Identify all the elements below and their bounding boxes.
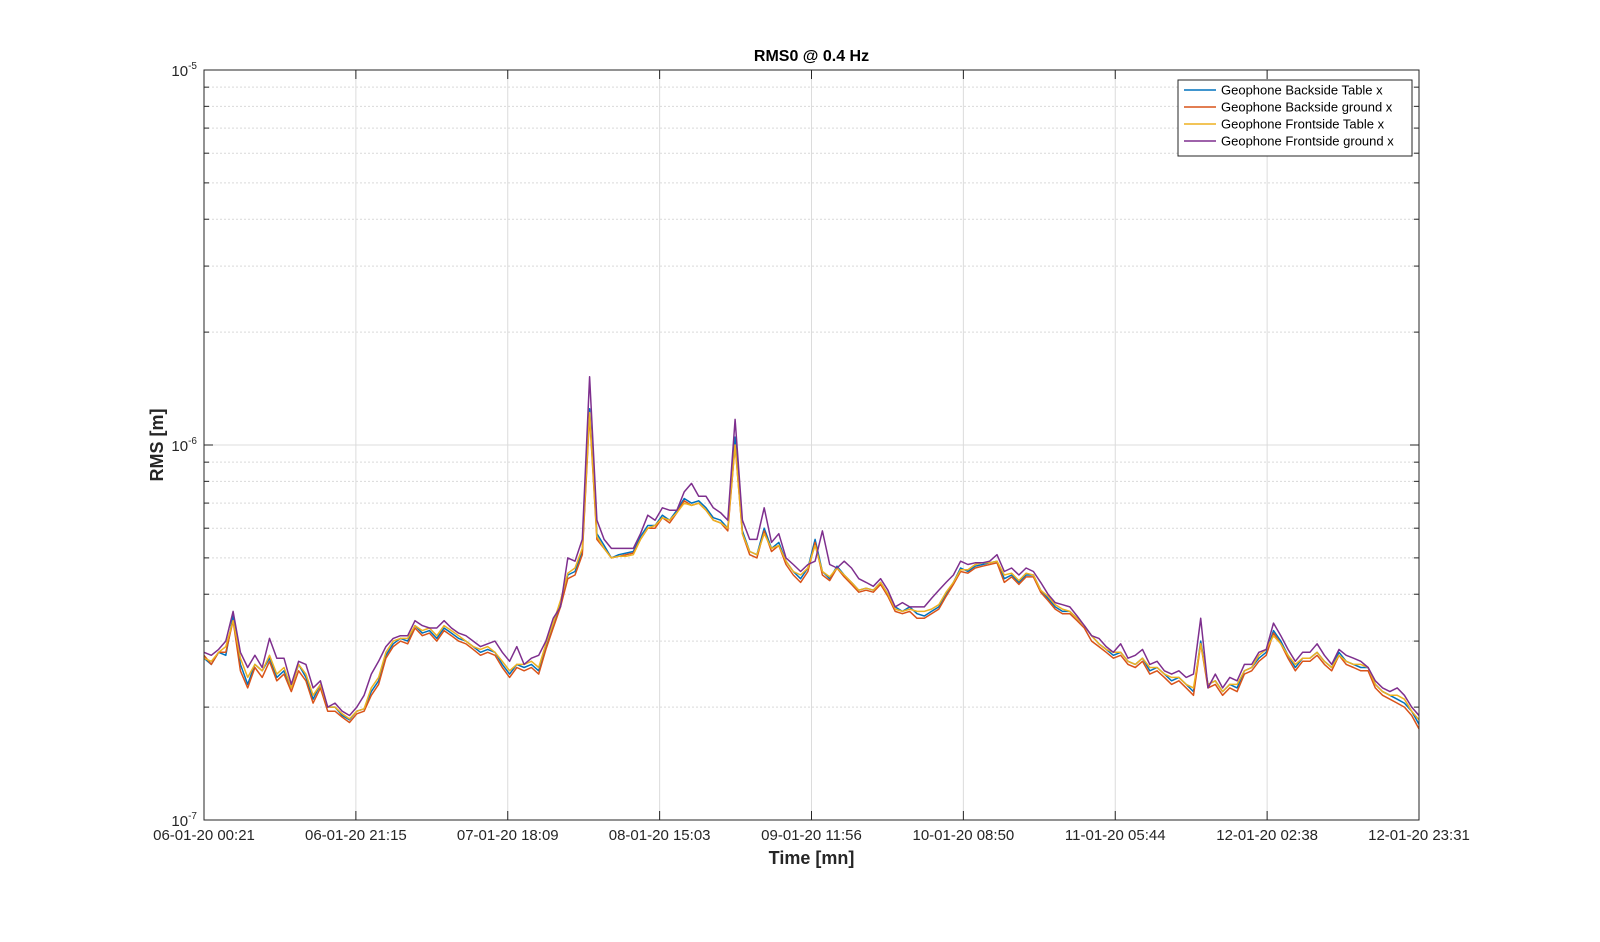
y-tick-base: 10 (171, 813, 188, 830)
x-tick-label: 11-01-20 05:44 (1065, 827, 1166, 844)
legend-label: Geophone Frontside Table x (1221, 117, 1385, 132)
x-axis-label: Time [mn] (769, 848, 855, 868)
series-lines (203, 376, 1420, 730)
legend-box (1177, 79, 1413, 157)
y-tick-base: 10 (171, 438, 188, 455)
y-axis-label: RMS [m] (147, 409, 167, 482)
y-tick-base: 10 (171, 63, 188, 80)
x-tick-label: 12-01-20 23:31 (1368, 827, 1470, 844)
legend: Geophone Backside Table x Geophone Backsi… (1177, 79, 1413, 157)
x-tick-label: 08-01-20 15:03 (609, 827, 711, 844)
x-axis-ticks: 06-01-20 00:21 06-01-20 21:15 07-01-20 18:… (153, 70, 1470, 844)
x-tick-label: 07-01-20 18:09 (457, 827, 559, 844)
series-line-3 (203, 411, 1420, 721)
x-tick-label: 10-01-20 08:50 (913, 827, 1015, 844)
legend-label: Geophone Frontside ground x (1221, 134, 1394, 149)
y-tick-exponent: -5 (188, 61, 197, 72)
x-tick-label: 12-01-20 02:38 (1216, 827, 1318, 844)
y-tick-exponent: -7 (188, 811, 197, 822)
y-tick-exponent: -6 (188, 436, 197, 447)
grid-lines (204, 69, 1419, 821)
series-line-4 (203, 376, 1420, 717)
legend-label: Geophone Backside Table x (1221, 83, 1383, 98)
x-tick-label: 09-01-20 11:56 (761, 827, 862, 844)
y-tick-label: 10-5 (171, 61, 197, 80)
chart-title: RMS0 @ 0.4 Hz (754, 48, 869, 65)
y-tick-label: 10-6 (171, 436, 197, 455)
x-tick-label: 06-01-20 21:15 (305, 827, 407, 844)
y-tick-label: 10-7 (171, 811, 197, 830)
y-axis-ticks: 10-510-610-7 (171, 61, 1419, 830)
legend-label: Geophone Backside ground x (1221, 100, 1393, 115)
x-tick-label: 06-01-20 00:21 (153, 827, 255, 844)
